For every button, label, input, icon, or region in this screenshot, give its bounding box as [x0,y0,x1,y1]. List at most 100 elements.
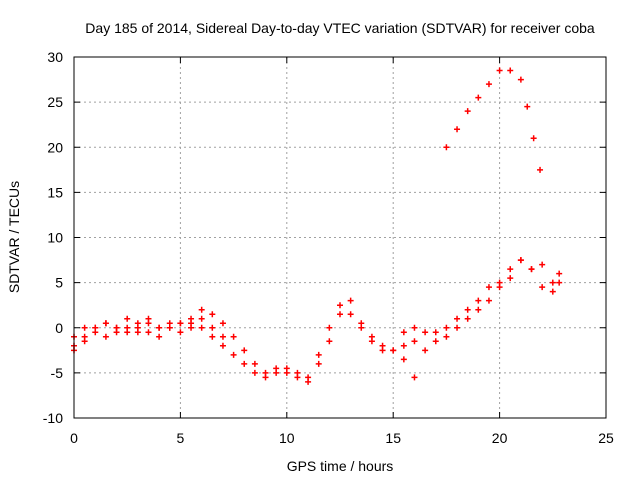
x-axis-label: GPS time / hours [287,458,394,474]
data-point [517,76,524,83]
data-point [422,329,429,336]
data-point [464,108,471,115]
data-point [507,275,514,282]
data-point [326,338,333,345]
data-point [556,270,563,277]
data-point [475,306,482,313]
data-point [549,288,556,295]
data-point [81,324,88,331]
data-point [390,347,397,354]
x-tick-label: 15 [385,430,401,446]
data-point [368,338,375,345]
x-tick-label: 10 [279,430,295,446]
data-point [475,297,482,304]
data-point [219,342,226,349]
data-point [241,360,248,367]
data-point [198,315,205,322]
x-tick-label: 5 [177,430,185,446]
y-tick-label: 30 [47,49,63,65]
data-point [209,324,216,331]
data-point [92,324,99,331]
data-point [294,374,301,381]
data-point [485,297,492,304]
data-point [443,324,450,331]
data-point [113,324,120,331]
data-point [124,315,131,322]
data-point [485,284,492,291]
data-point [556,279,563,286]
data-point [524,103,531,110]
data-point [337,302,343,309]
data-point [537,166,544,173]
data-point [530,135,537,142]
data-point [347,297,354,304]
data-point [102,333,109,340]
data-point [443,144,450,151]
y-axis-label: SDTVAR / TECUs [6,181,22,293]
y-tick-label: 25 [47,94,63,110]
data-point [337,311,343,318]
y-tick-labels: -10 -5 0 5 10 15 20 25 30 [43,49,63,426]
data-point [400,356,407,363]
data-point [539,261,546,268]
data-point [549,279,556,286]
series-arc-h [443,67,544,173]
series-arc-c [71,315,226,354]
data-point [432,338,439,345]
x-tick-label: 20 [492,430,508,446]
data-point [475,94,482,101]
data-point [251,369,258,376]
data-point [507,67,514,74]
data-point [177,329,184,336]
data-point [347,311,354,318]
x-tick-labels: 0 5 10 15 20 25 [70,430,614,446]
data-point [422,347,429,354]
data-point [454,324,461,331]
series-arc-a [71,306,258,367]
data-point [209,311,216,318]
data-point [443,333,450,340]
data-point [432,329,439,336]
y-tick-label: 10 [47,230,63,246]
data-point [156,324,163,331]
data-point [464,306,471,313]
grid [74,57,606,418]
data-point [124,329,131,336]
data-point [485,81,492,88]
data-point [145,320,152,327]
x-tick-label: 0 [70,430,78,446]
data-point [507,266,514,273]
data-point [230,333,237,340]
data-point [166,324,173,331]
data-point [81,338,88,345]
data-point [198,306,205,313]
data-point [262,369,269,376]
data-series [71,67,563,385]
y-tick-label: 5 [55,275,63,291]
data-point [209,333,216,340]
data-point [219,320,226,327]
x-tick-label: 25 [598,430,614,446]
data-point [102,320,109,327]
data-point [156,333,163,340]
data-point [273,365,280,372]
data-point [219,333,226,340]
data-point [188,320,195,327]
series-arc-g [422,257,563,354]
data-point [241,347,248,354]
data-point [145,329,152,336]
data-point [230,351,237,358]
chart-title: Day 185 of 2014, Sidereal Day-to-day VTE… [85,20,595,36]
data-point [177,320,184,327]
data-point [454,315,461,322]
data-point [400,342,407,349]
data-point [454,126,461,133]
series-arc-f [400,257,563,336]
data-point [379,347,386,354]
data-point [496,67,503,74]
data-point [283,369,290,376]
data-point [464,315,471,322]
y-tick-label: 15 [47,184,63,200]
data-point [411,374,418,381]
y-tick-label: -5 [51,365,64,381]
